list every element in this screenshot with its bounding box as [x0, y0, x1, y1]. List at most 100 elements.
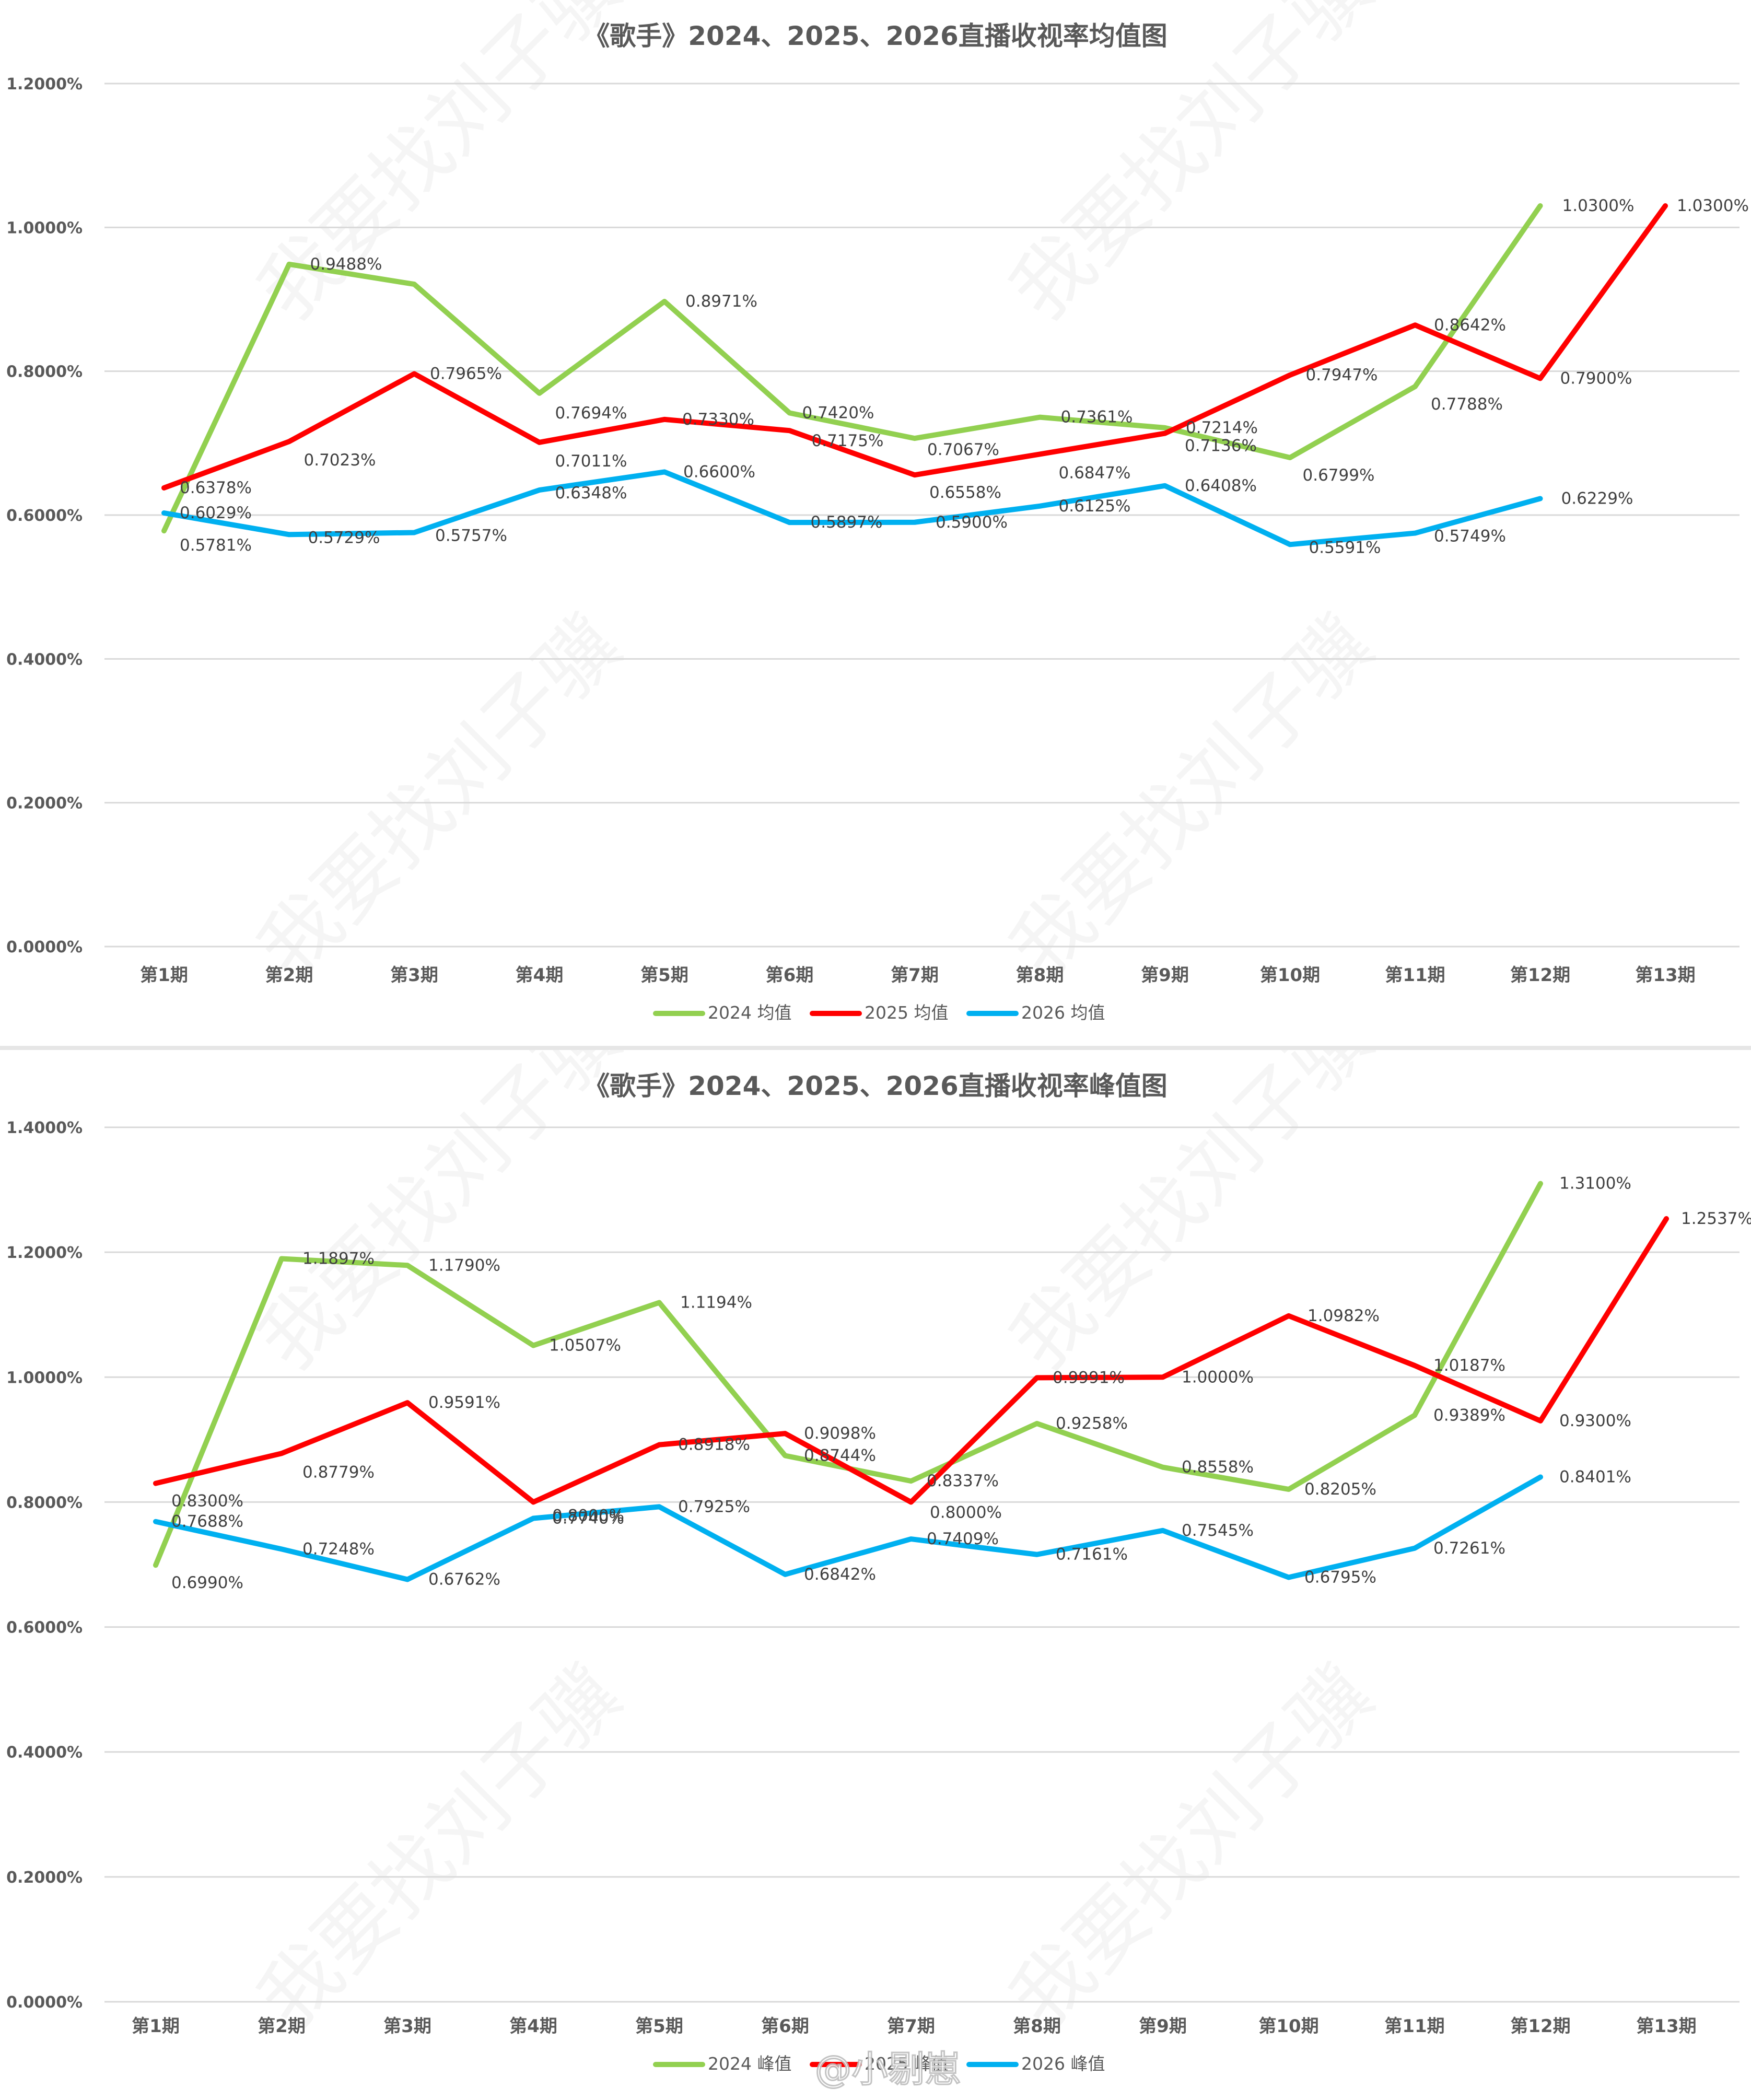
- data-label: 0.6558%: [929, 483, 1001, 502]
- x-tick-label: 第5期: [640, 965, 688, 986]
- data-label: 0.8000%: [552, 1506, 624, 1525]
- data-label: 0.5729%: [308, 528, 380, 547]
- legend-entry: 2025 均值: [865, 1002, 948, 1023]
- data-label: 0.9098%: [804, 1424, 876, 1443]
- watermark-group: 我要找刘子骥我要找刘子骥我要找刘子骥我要找刘子骥: [241, 0, 1390, 995]
- data-label: 0.8779%: [302, 1463, 375, 1481]
- data-label: 0.7545%: [1182, 1521, 1254, 1540]
- x-tick-label: 第8期: [1013, 2016, 1061, 2037]
- weibo-watermark: @小剔崽: [815, 2048, 961, 2091]
- data-label: 0.6408%: [1185, 476, 1257, 495]
- x-tick-label: 第12期: [1510, 965, 1570, 986]
- x-tick-label: 第11期: [1385, 965, 1445, 986]
- x-tick-label: 第9期: [1139, 2016, 1187, 2037]
- legend-entry: 2025 峰值: [865, 2054, 948, 2074]
- data-label: 0.9591%: [428, 1393, 500, 1412]
- data-label: 0.9300%: [1559, 1411, 1631, 1430]
- x-tick-label: 第10期: [1258, 2016, 1318, 2037]
- data-label: 1.0300%: [1677, 196, 1749, 215]
- data-label: 0.6842%: [804, 1565, 876, 1584]
- series-line: [161, 469, 1543, 547]
- y-tick-label: 0.4000%: [6, 1744, 83, 1762]
- data-label: 1.1194%: [680, 1293, 752, 1312]
- data-label: 0.5897%: [811, 513, 883, 532]
- x-tick-label: 第6期: [766, 965, 814, 986]
- data-label: 0.7965%: [430, 364, 502, 383]
- data-label: 0.6229%: [1561, 489, 1633, 508]
- data-label: 0.8642%: [1434, 316, 1506, 334]
- data-label: 0.6762%: [428, 1570, 500, 1589]
- data-label: 0.7023%: [304, 451, 376, 470]
- data-label: 0.7214%: [1186, 418, 1258, 437]
- series-line: [153, 1474, 1543, 1582]
- data-label: 0.7740%: [552, 1509, 624, 1528]
- data-label: 0.6847%: [1059, 463, 1131, 482]
- data-label: 0.6029%: [180, 504, 252, 522]
- data-label: 0.9258%: [1056, 1414, 1128, 1433]
- x-tick-label: 第4期: [516, 965, 564, 986]
- legend: 2024 均值 2025 均值 2026 均值: [653, 1002, 1105, 1023]
- x-tick-label: 第9期: [1141, 965, 1189, 986]
- data-label: 0.7688%: [171, 1512, 243, 1531]
- x-tick-label: 第6期: [761, 2016, 809, 2037]
- x-tick-label: 第2期: [265, 965, 313, 986]
- data-label: 0.6990%: [171, 1573, 243, 1592]
- data-label: 0.5591%: [1309, 538, 1381, 557]
- data-label: 0.7261%: [1433, 1539, 1505, 1558]
- chart-title: 《歌手》2024、2025、2026直播收视率峰值图: [583, 1071, 1167, 1101]
- data-label: 0.6799%: [1303, 466, 1375, 485]
- data-label: 0.7011%: [555, 452, 627, 471]
- y-tick-label: 0.6000%: [6, 507, 83, 525]
- data-label: 0.5781%: [180, 536, 252, 555]
- legend-entry: 2024 均值: [708, 1002, 791, 1023]
- data-label: 0.6600%: [683, 462, 755, 481]
- series-2: [153, 1216, 1669, 1505]
- data-label: 0.7067%: [927, 440, 999, 459]
- series-line: [161, 203, 1668, 491]
- data-label: 0.5749%: [1434, 527, 1506, 546]
- x-tick-label: 第10期: [1260, 965, 1320, 986]
- legend: 2024 峰值 2025 峰值 2026 峰值: [653, 2054, 1105, 2074]
- data-label: 0.7330%: [682, 410, 754, 429]
- data-label: 0.6795%: [1304, 1568, 1376, 1587]
- data-label: 1.3100%: [1559, 1174, 1631, 1193]
- data-label: 0.9488%: [310, 255, 382, 274]
- series-3: [161, 469, 1543, 547]
- data-label: 0.7248%: [302, 1539, 375, 1558]
- data-label: 0.6125%: [1059, 497, 1131, 516]
- y-tick-label: 1.0000%: [6, 1369, 83, 1387]
- data-label: 0.8300%: [171, 1492, 243, 1511]
- data-label: 0.7788%: [1431, 395, 1503, 414]
- data-label: 0.7900%: [1560, 369, 1632, 388]
- series-3: [153, 1474, 1543, 1582]
- data-label: 0.7694%: [555, 404, 627, 423]
- legend-entry: 2024 峰值: [708, 2054, 791, 2074]
- data-label: 0.6378%: [180, 479, 252, 497]
- x-tick-label: 第7期: [891, 965, 939, 986]
- series-2: [161, 203, 1668, 491]
- data-label: 0.6348%: [555, 484, 627, 503]
- peak-rating-chart: 我要找刘子骥我要找刘子骥我要找刘子骥我要找刘子骥《歌手》2024、2025、20…: [6, 1071, 1751, 2092]
- data-label: 0.7136%: [1185, 437, 1257, 456]
- y-tick-label: 1.2000%: [6, 1244, 83, 1262]
- y-tick-label: 1.2000%: [6, 75, 83, 94]
- data-label: 0.5900%: [936, 513, 1008, 532]
- data-label: 0.7161%: [1056, 1545, 1128, 1564]
- y-tick-label: 0.0000%: [6, 938, 83, 956]
- y-tick-label: 0.6000%: [6, 1619, 83, 1637]
- series-line: [153, 1216, 1669, 1505]
- x-tick-label: 第13期: [1635, 965, 1695, 986]
- peak-rating-chart-panel: 我要找刘子骥我要找刘子骥我要找刘子骥我要找刘子骥《歌手》2024、2025、20…: [0, 1050, 1751, 2100]
- y-tick-label: 0.8000%: [6, 1494, 83, 1512]
- series-1: [161, 203, 1543, 534]
- y-tick-label: 0.4000%: [6, 650, 83, 669]
- x-tick-label: 第11期: [1384, 2016, 1444, 2037]
- data-label: 0.9991%: [1053, 1368, 1125, 1387]
- data-label: 0.8744%: [804, 1446, 876, 1465]
- data-label: 1.0507%: [549, 1336, 621, 1355]
- y-tick-label: 1.4000%: [6, 1119, 83, 1137]
- x-tick-label: 第5期: [635, 2016, 683, 2037]
- data-label: 0.7420%: [802, 404, 874, 423]
- watermark-text: 我要找刘子骥: [241, 1649, 638, 2045]
- data-label: 1.0982%: [1308, 1306, 1380, 1325]
